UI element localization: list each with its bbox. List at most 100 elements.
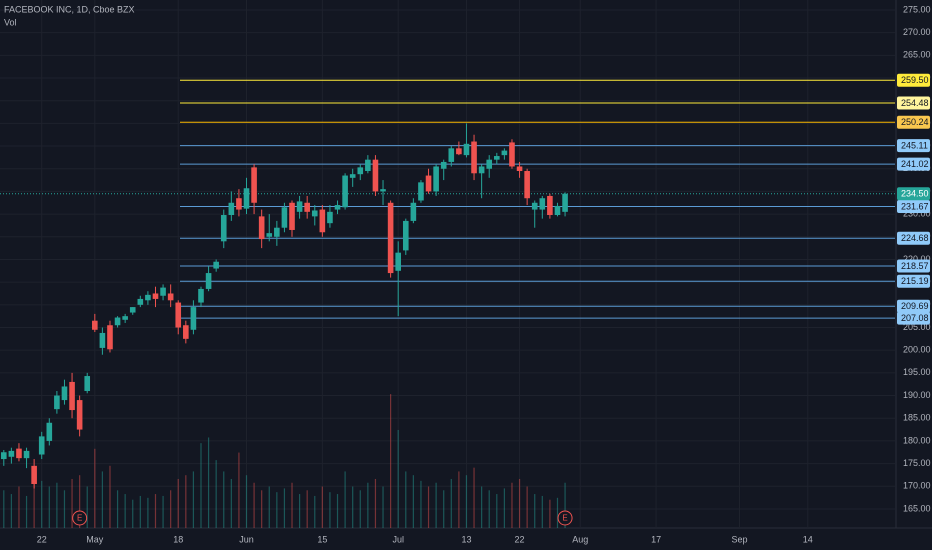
price-tag xyxy=(897,96,930,110)
volume-bar xyxy=(526,486,528,528)
volume-bar xyxy=(86,486,88,528)
volume-bar xyxy=(170,490,172,528)
candle-body xyxy=(205,273,212,289)
candle-body xyxy=(289,202,295,230)
y-tick-label: 265.00 xyxy=(903,50,931,60)
volume-bar xyxy=(261,490,263,528)
volume-bar xyxy=(238,452,240,528)
candle-body xyxy=(524,171,530,199)
volume-bar xyxy=(79,475,81,528)
volume-bar xyxy=(291,482,293,528)
candle-body xyxy=(274,227,280,237)
volume-bar xyxy=(215,460,217,528)
volume-bar xyxy=(223,471,225,528)
volume-bar xyxy=(41,480,43,528)
price-tag-label: 241.02 xyxy=(901,159,929,169)
volume-bar xyxy=(94,448,96,528)
x-tick-label: 14 xyxy=(803,534,813,544)
volume-bar xyxy=(109,465,111,528)
candle-body xyxy=(0,452,7,460)
candle-body xyxy=(190,307,197,330)
candle-body xyxy=(175,302,182,328)
volume-bar xyxy=(541,495,543,528)
candle-body xyxy=(198,288,204,303)
y-tick-label: 175.00 xyxy=(903,458,931,468)
candle-body xyxy=(8,450,15,457)
symbol-title: FACEBOOK INC, 1D, Cboe BZX xyxy=(4,4,135,14)
volume-bar xyxy=(420,480,422,528)
volume-bar xyxy=(488,490,490,528)
price-tag-label: 207.08 xyxy=(901,313,929,323)
candle-body xyxy=(547,195,553,216)
candle-body xyxy=(69,381,75,411)
volume-bar xyxy=(496,494,498,528)
y-tick-label: 230.00 xyxy=(903,208,931,218)
candle-body xyxy=(304,202,310,212)
candle-body xyxy=(213,261,219,269)
volume-bar xyxy=(207,437,210,528)
volume-bar xyxy=(124,494,126,528)
volume-bar xyxy=(534,494,536,528)
price-tag xyxy=(897,200,930,214)
candle-body xyxy=(38,436,45,455)
candle-body xyxy=(311,210,318,217)
candle-body xyxy=(220,215,227,242)
candle-body xyxy=(99,332,106,348)
candle-body xyxy=(160,287,166,296)
candle-body xyxy=(349,174,356,178)
volume-bar xyxy=(298,494,301,528)
volume-bar xyxy=(10,494,12,528)
candle-body xyxy=(516,166,523,172)
candle-body xyxy=(266,233,273,237)
y-tick-label: 165.00 xyxy=(903,503,931,513)
volume-bar xyxy=(458,471,460,528)
earnings-marker xyxy=(557,510,573,526)
candle-body xyxy=(410,202,417,221)
volume-bar xyxy=(25,495,28,528)
price-tag-label: 231.67 xyxy=(901,201,929,211)
candle-body xyxy=(183,325,189,339)
volume-bar xyxy=(268,486,270,528)
candle-body xyxy=(114,317,121,326)
candle-body xyxy=(167,293,174,301)
volume-bar xyxy=(511,482,513,528)
volume-bar xyxy=(314,495,316,528)
volume-bar xyxy=(276,492,278,528)
volume-bar xyxy=(390,394,392,528)
candle-body xyxy=(122,316,128,320)
candle-body xyxy=(327,211,333,224)
volume-bar xyxy=(306,490,308,528)
price-tag-label: 215.19 xyxy=(901,276,929,286)
price-tag xyxy=(897,259,930,273)
candle-body xyxy=(76,400,83,430)
price-tag-label: 250.24 xyxy=(901,117,929,127)
candle-body xyxy=(61,386,68,401)
volume-bar xyxy=(359,490,361,528)
candle-body xyxy=(448,148,455,162)
price-tag-label: 245.11 xyxy=(901,140,928,150)
x-tick-label: Jul xyxy=(392,534,404,544)
candle-body xyxy=(425,175,432,192)
volume-bar xyxy=(435,482,437,528)
volume-bar xyxy=(405,471,407,528)
candle-body xyxy=(501,150,508,156)
volume-bar xyxy=(382,486,384,528)
volume-bar xyxy=(283,488,286,528)
volume-bars xyxy=(3,394,566,528)
candle-body xyxy=(395,252,401,271)
volume-bar xyxy=(549,499,551,528)
candle-body xyxy=(54,395,60,410)
price-tag xyxy=(897,157,930,171)
candle-body xyxy=(539,198,546,210)
volume-bar xyxy=(412,475,414,528)
volume-bar xyxy=(18,486,20,528)
volume-bar xyxy=(465,475,468,528)
candle-body xyxy=(296,201,303,212)
x-tick-label: 13 xyxy=(461,534,471,544)
candle-body xyxy=(440,161,447,169)
candle-body xyxy=(372,159,379,192)
x-tick-label: 22 xyxy=(515,534,525,544)
price-tag-label: 259.50 xyxy=(901,75,929,85)
